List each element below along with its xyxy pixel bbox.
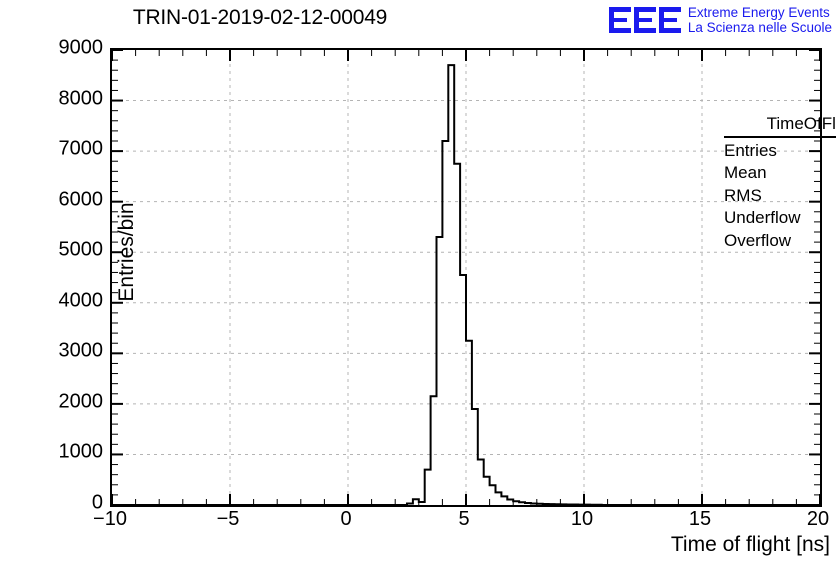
stats-row: RMS0.8978 — [724, 185, 836, 207]
stats-box: TimeOfFlight Entries42821Mean4.401RMS0.8… — [724, 114, 836, 252]
logo-letter-e-3 — [658, 7, 681, 33]
stats-row: Entries42821 — [724, 140, 836, 162]
stats-row: Mean4.401 — [724, 162, 836, 184]
logo-letter-e-2 — [633, 7, 656, 33]
x-tick-label: −10 — [93, 508, 127, 530]
logo-line-2: La Scienza nelle Scuole — [687, 20, 832, 35]
y-tick-label: 3000 — [58, 339, 104, 362]
stats-divider — [724, 136, 836, 138]
stats-key: Entries — [724, 141, 777, 160]
y-axis-title: Entries/bin — [115, 202, 138, 302]
stats-rows: Entries42821Mean4.401RMS0.8978Underflow2… — [724, 140, 836, 252]
y-tick-label: 6000 — [58, 188, 104, 211]
x-tick-label: 20 — [806, 508, 830, 530]
x-tick-label: 5 — [458, 508, 470, 530]
eee-logo: Extreme Energy Events La Scienza nelle S… — [608, 2, 832, 38]
x-tick-label: −5 — [216, 508, 240, 530]
y-tick-label: 0 — [91, 491, 103, 514]
y-tick-label: 4000 — [58, 289, 104, 312]
histogram-outline — [112, 64, 820, 505]
stats-key: Mean — [724, 163, 767, 183]
y-tick-label: 1000 — [58, 440, 104, 463]
logo-line-1: Extreme Energy Events — [687, 4, 830, 20]
y-tick-label: 9000 — [58, 36, 104, 59]
x-tick-label: 10 — [570, 508, 594, 530]
histogram-svg — [112, 50, 820, 505]
y-tick-label: 7000 — [58, 137, 104, 160]
y-axis-tick-labels: 0 1000 2000 3000 4000 5000 6000 7000 8000 9000 — [0, 37, 104, 514]
stats-key: Overflow — [724, 230, 792, 250]
stats-row: Underflow22 — [724, 207, 836, 229]
axis-ticks — [112, 50, 820, 505]
plot-area: Entries/bin TimeOfFlight Entries42821Mea… — [110, 48, 836, 507]
x-tick-label: 15 — [688, 508, 712, 530]
stats-key: RMS — [724, 185, 762, 205]
x-tick-label: 0 — [340, 508, 352, 530]
eee-logo-mark — [608, 7, 681, 33]
stats-title: TimeOfFlight — [766, 114, 836, 133]
x-axis-title: Time of flight [ns] — [670, 533, 830, 556]
stats-row: Overflow15 — [724, 230, 836, 252]
page-title: TRIN-01-2019-02-12-00049 — [132, 6, 388, 29]
stats-key: Underflow — [724, 208, 801, 228]
y-tick-label: 2000 — [58, 390, 104, 413]
y-tick-label: 8000 — [58, 87, 104, 110]
x-axis-tick-labels: −10 −5 0 5 10 15 20 — [93, 508, 829, 534]
grid-lines — [112, 50, 820, 505]
y-tick-label: 5000 — [58, 238, 104, 261]
eee-logo-text: Extreme Energy Events La Scienza nelle S… — [688, 5, 832, 35]
logo-letter-e-1 — [608, 7, 631, 33]
